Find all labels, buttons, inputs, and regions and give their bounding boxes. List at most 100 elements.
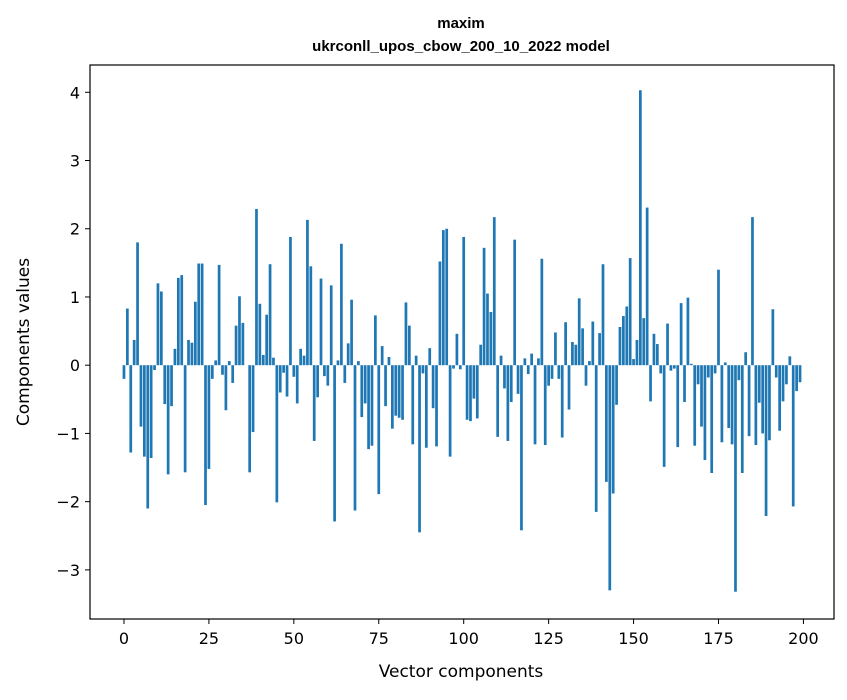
bar-component-195 (785, 365, 788, 384)
y-tick-label: −1 (56, 424, 80, 443)
y-axis-label: Components values (14, 258, 34, 426)
bar-component-83 (405, 302, 408, 365)
bar-component-145 (615, 365, 618, 405)
bar-component-40 (259, 304, 262, 365)
bar-component-156 (653, 334, 656, 365)
y-tick-label: 4 (70, 83, 80, 102)
bar-component-63 (337, 360, 340, 365)
bar-component-130 (564, 322, 567, 365)
bar-component-184 (748, 365, 751, 436)
bar-component-8 (150, 365, 153, 458)
bar-component-112 (503, 365, 506, 388)
x-tick-label: 75 (369, 629, 389, 648)
bar-component-31 (228, 361, 231, 365)
bar-component-186 (755, 365, 758, 445)
bar-component-59 (323, 365, 326, 376)
bar-component-5 (140, 365, 143, 426)
bar-component-105 (479, 345, 482, 365)
bar-component-47 (282, 365, 285, 373)
bar-component-134 (578, 298, 581, 365)
bar-component-104 (476, 365, 479, 418)
bar-component-58 (320, 279, 323, 366)
x-axis-label: Vector components (379, 662, 544, 682)
bar-component-175 (717, 270, 720, 366)
bar-component-49 (289, 237, 292, 365)
bar-component-65 (343, 365, 346, 383)
y-tick-label: 3 (70, 152, 80, 171)
bar-component-6 (143, 365, 146, 456)
bar-component-108 (490, 312, 493, 365)
bar-component-60 (326, 365, 329, 385)
bar-component-137 (588, 361, 591, 365)
bar-component-159 (663, 365, 666, 467)
bar-component-29 (221, 365, 224, 375)
bar-component-95 (445, 229, 448, 365)
bar-component-87 (418, 365, 421, 532)
bar-component-181 (738, 365, 741, 380)
bar-component-24 (204, 365, 207, 505)
bar-component-75 (377, 365, 380, 494)
bar-component-37 (248, 365, 251, 472)
x-tick-label: 100 (448, 629, 479, 648)
bar-component-94 (442, 230, 445, 365)
bar-component-79 (391, 365, 394, 428)
bar-component-118 (523, 358, 526, 365)
bar-component-54 (306, 220, 309, 365)
bar-component-25 (208, 365, 211, 469)
bar-component-183 (744, 352, 747, 365)
bar-component-192 (775, 365, 778, 377)
bar-component-148 (625, 307, 628, 366)
bar-component-107 (486, 294, 489, 366)
bar-component-10 (157, 283, 160, 365)
bar-component-131 (568, 365, 571, 409)
bar-component-160 (666, 324, 669, 366)
bar-component-11 (160, 292, 163, 366)
y-tick-label: −3 (56, 561, 80, 580)
bar-component-34 (238, 296, 241, 365)
bar-component-15 (174, 349, 177, 365)
bar-component-99 (459, 365, 462, 369)
bar-component-77 (384, 365, 387, 406)
bar-component-162 (673, 365, 676, 368)
bar-component-119 (527, 365, 530, 374)
bar-component-114 (510, 365, 513, 402)
bar-component-179 (731, 365, 734, 444)
bar-component-164 (680, 303, 683, 365)
bar-component-121 (534, 365, 537, 444)
bar-component-191 (771, 309, 774, 365)
bar-component-23 (201, 264, 204, 366)
x-tick-label: 50 (284, 629, 304, 648)
bar-component-185 (751, 217, 754, 365)
bar-component-98 (456, 334, 459, 365)
bar-component-170 (700, 365, 703, 426)
bar-component-106 (483, 248, 486, 365)
bar-component-43 (269, 264, 272, 365)
bar-component-139 (595, 365, 598, 512)
bar-component-188 (761, 365, 764, 433)
bar-component-163 (676, 365, 679, 447)
bar-component-165 (683, 365, 686, 402)
bar-component-32 (231, 365, 234, 383)
bar-component-103 (473, 365, 476, 398)
bar-component-168 (693, 365, 696, 446)
bar-component-132 (571, 342, 574, 365)
bar-component-174 (714, 365, 717, 373)
bar-component-67 (350, 300, 353, 366)
bar-component-109 (493, 217, 496, 365)
bar-component-26 (211, 365, 214, 379)
bar-component-182 (741, 365, 744, 473)
bar-component-129 (561, 365, 564, 437)
bar-component-93 (439, 261, 442, 365)
bar-component-158 (659, 365, 662, 373)
bar-component-56 (313, 365, 316, 441)
bar-component-187 (758, 365, 761, 403)
bar-component-82 (401, 365, 404, 420)
bar-component-196 (788, 356, 791, 365)
bar-component-80 (394, 365, 397, 415)
bar-component-2 (129, 365, 132, 452)
bar-component-30 (225, 365, 228, 410)
bar-component-143 (608, 365, 611, 590)
bar-component-138 (591, 322, 594, 366)
